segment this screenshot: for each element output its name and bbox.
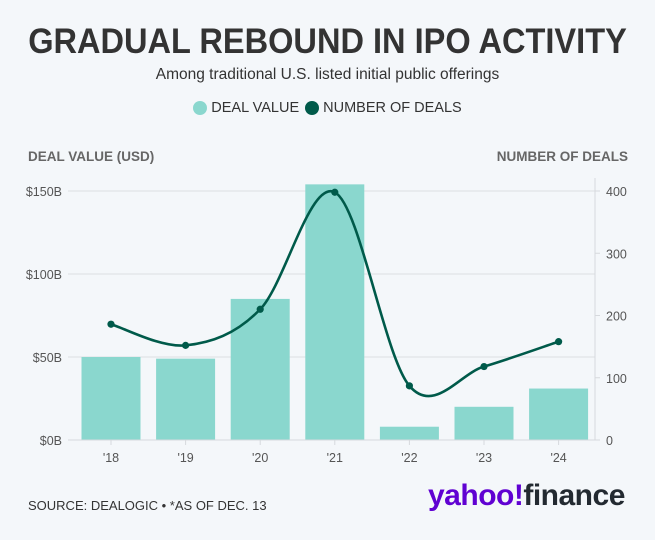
legend-item-number-of-deals: NUMBER OF DEALS — [305, 100, 462, 116]
tick-labels: $0B $50B $100B $150B 0 100 200 300 400 '18 '19 '20 '… — [26, 185, 627, 465]
x-tick-label: '20 — [252, 451, 268, 465]
legend-label-deal-value: DEAL VALUE — [211, 100, 300, 116]
logo-finance: finance — [523, 479, 625, 512]
right-axis-title: NUMBER OF DEALS — [496, 149, 628, 164]
right-tick-label: 300 — [606, 247, 627, 261]
deals-point-24 — [555, 338, 563, 346]
left-tick-label: $150B — [26, 185, 62, 199]
deals-line — [107, 188, 563, 398]
bars — [81, 184, 589, 440]
left-tick-label: $50B — [33, 351, 62, 365]
bar-20 — [230, 298, 290, 440]
bar-23 — [454, 406, 514, 440]
x-tick-label: '21 — [327, 451, 343, 465]
bar-19 — [156, 358, 216, 440]
legend-swatch-number-of-deals — [305, 101, 320, 115]
right-tick-label: 400 — [606, 185, 627, 199]
logo-yahoo: yahoo! — [428, 479, 524, 512]
yahoo-finance-logo: yahoo!finance — [428, 479, 625, 513]
deals-point-21 — [331, 188, 339, 196]
left-tick-label: $100B — [26, 268, 62, 282]
right-tick-label: 200 — [606, 310, 627, 324]
bar-24 — [529, 388, 589, 440]
left-axis-title: DEAL VALUE (USD) — [28, 149, 155, 164]
legend-label-number-of-deals: NUMBER OF DEALS — [323, 100, 462, 116]
right-tick-label: 0 — [606, 434, 613, 448]
right-tick-label: 100 — [606, 372, 627, 386]
left-tick-label: $0B — [40, 434, 62, 448]
x-tick-label: '18 — [103, 451, 119, 465]
chart-subtitle: Among traditional U.S. listed initial pu… — [155, 66, 500, 83]
bar-18 — [81, 357, 141, 440]
x-tick-label: '23 — [476, 451, 492, 465]
legend-item-deal-value: DEAL VALUE — [193, 100, 299, 116]
deals-point-22 — [405, 382, 413, 390]
bar-22 — [379, 426, 439, 440]
source-note: SOURCE: DEALOGIC • *AS OF DEC. 13 — [28, 498, 267, 513]
deals-point-19 — [182, 341, 190, 349]
x-tick-label: '24 — [550, 451, 566, 465]
chart-title: GRADUAL REBOUND IN IPO ACTIVITY — [28, 22, 627, 61]
deals-point-20 — [256, 305, 264, 313]
deals-point-18 — [107, 320, 115, 328]
bar-21 — [305, 184, 365, 440]
deals-point-23 — [480, 362, 488, 371]
x-tick-label: '19 — [177, 451, 193, 465]
legend: DEAL VALUE NUMBER OF DEALS — [0, 100, 655, 116]
legend-swatch-deal-value — [193, 101, 208, 115]
x-tick-label: '22 — [401, 451, 417, 465]
axes — [68, 178, 600, 445]
